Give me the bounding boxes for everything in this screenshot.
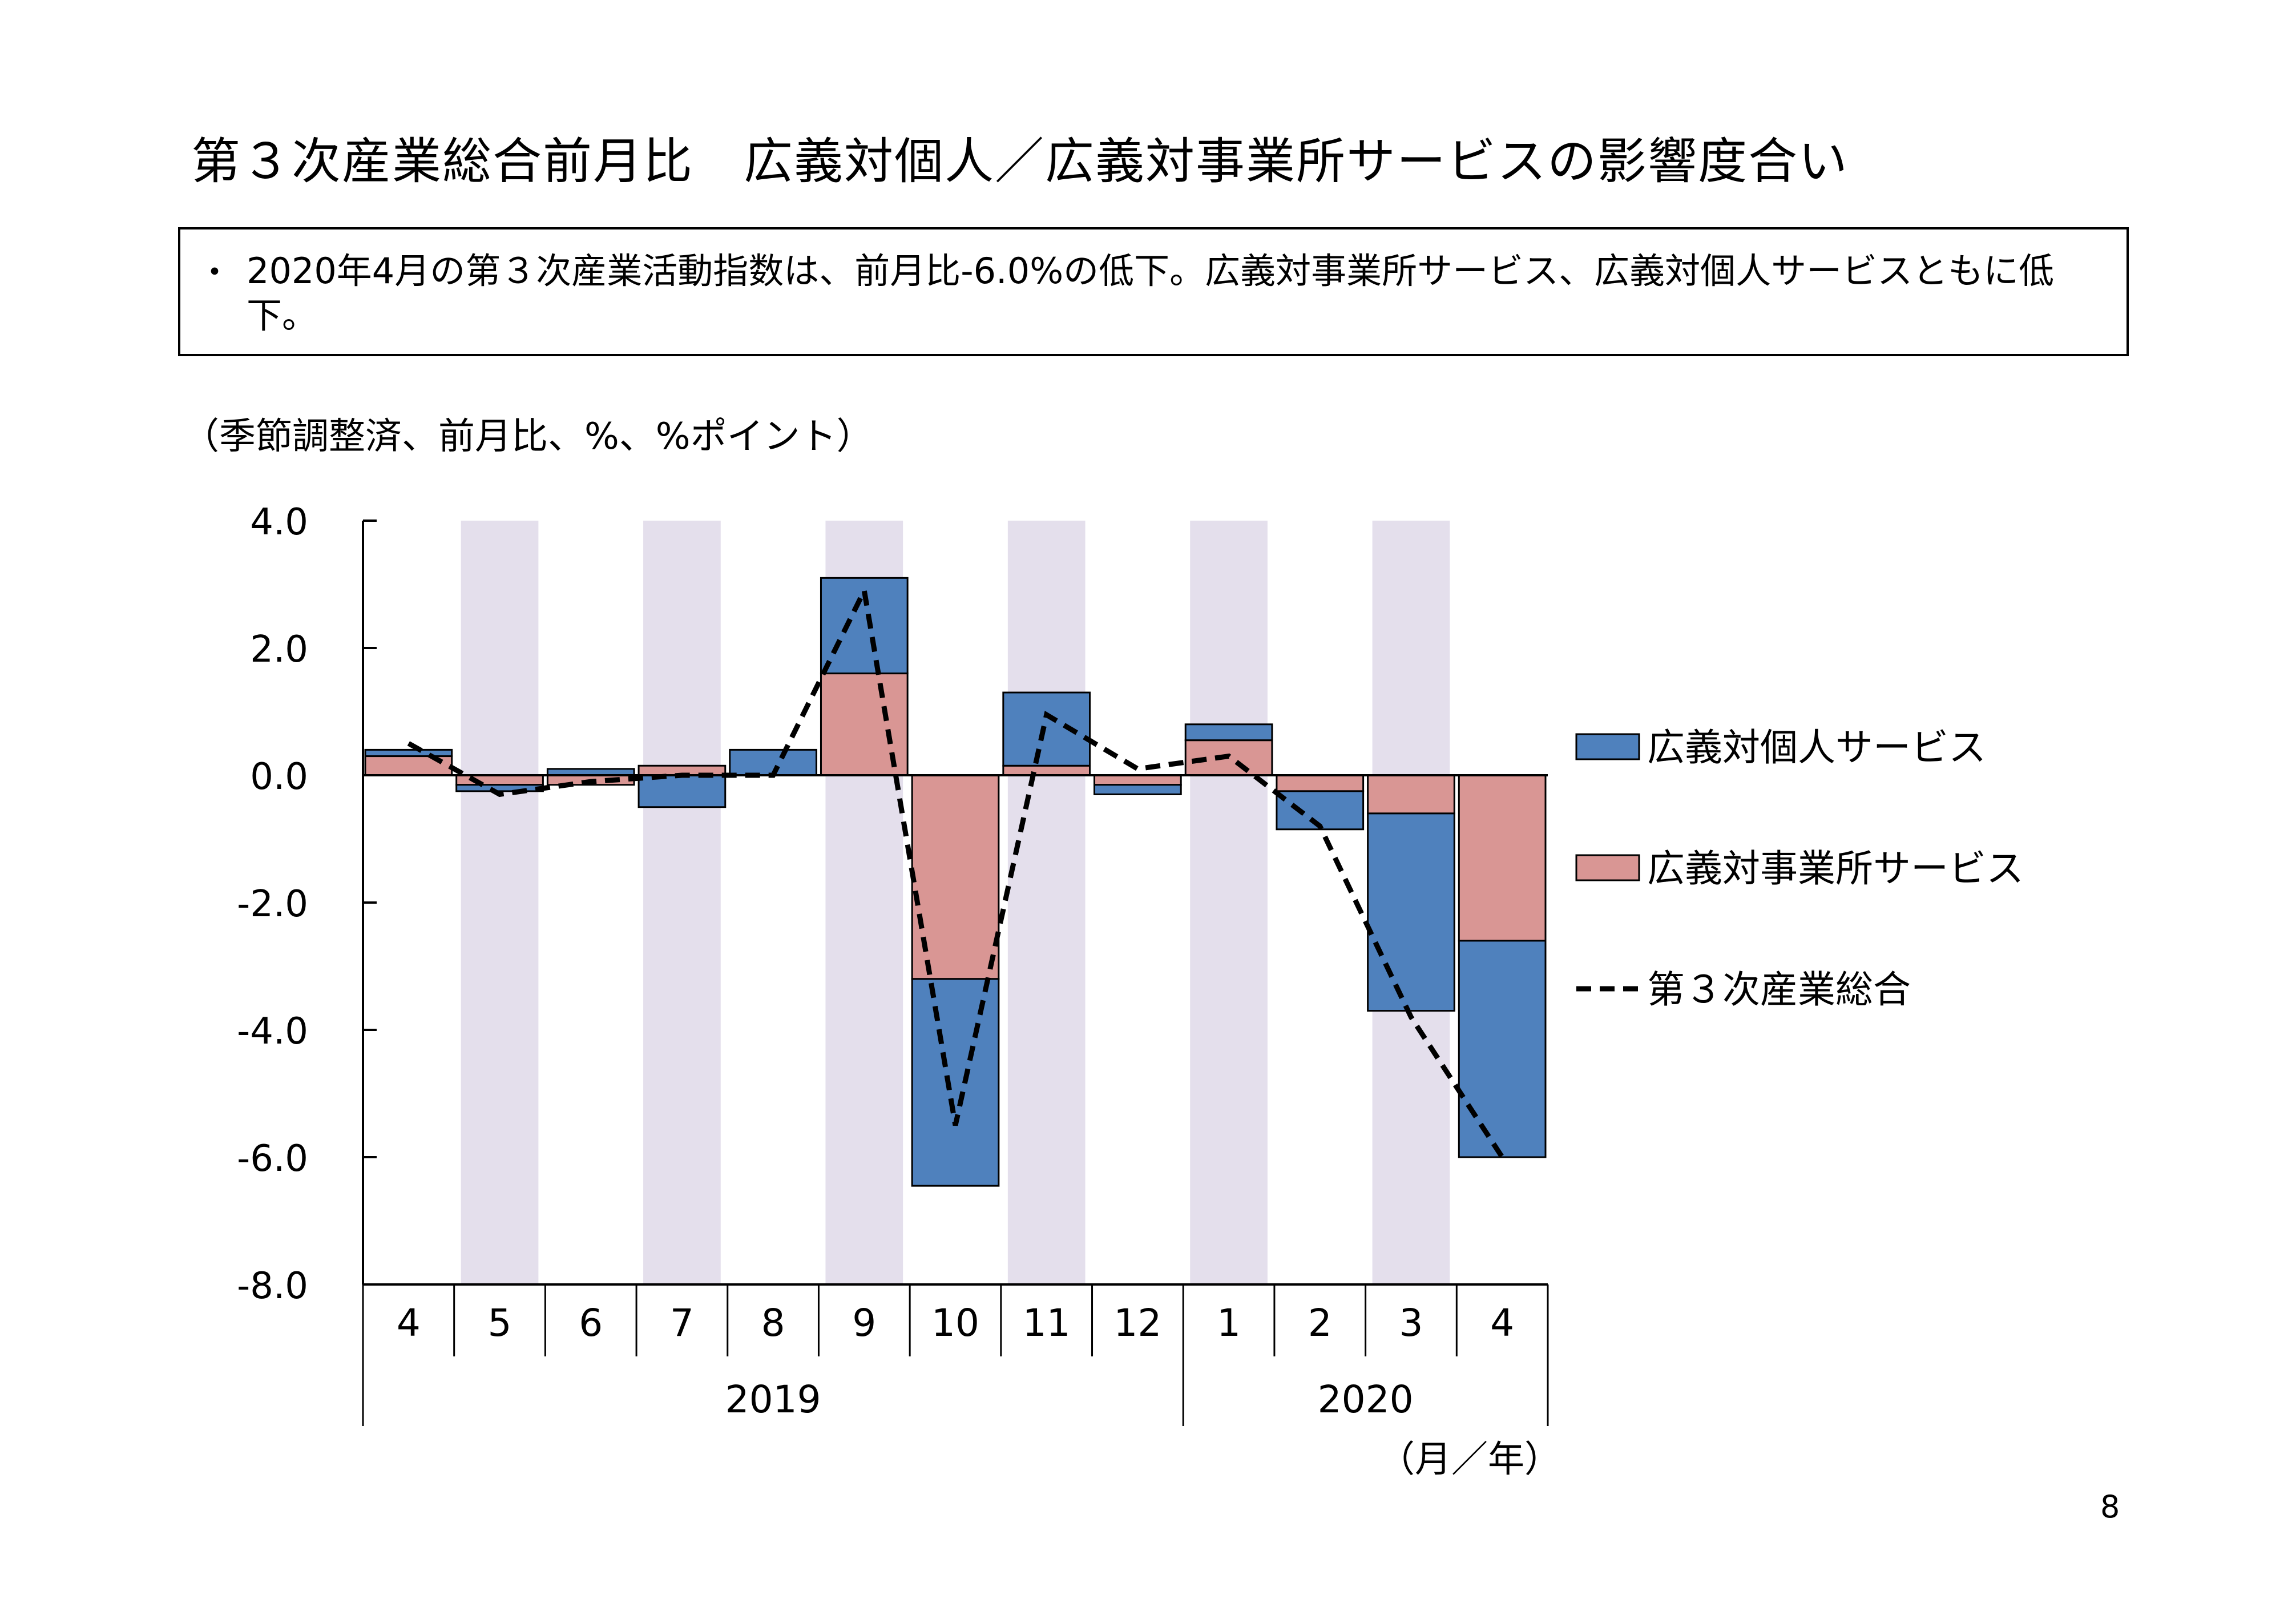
label-layer: 4.02.00.0-2.0-4.0-6.0-8.04 5 6 7 8 9 10 11 12 1 2 3… bbox=[237, 501, 1561, 1481]
axis-layer bbox=[362, 519, 1549, 1426]
x-tick-label: 3 bbox=[1399, 1301, 1423, 1345]
bar-personal bbox=[364, 748, 453, 758]
x-tick-label: 10 bbox=[931, 1301, 979, 1345]
bar-personal bbox=[1367, 812, 1455, 1012]
shaded-band bbox=[461, 521, 539, 1284]
bar-layer bbox=[364, 577, 1547, 1187]
x-tick-label: 9 bbox=[852, 1301, 876, 1345]
shaded-band bbox=[643, 521, 721, 1284]
summary-text: 2020年4月の第３次産業活動指数は、前月比-6.0%の低下。広義対事業所サービ… bbox=[247, 250, 2055, 336]
x-tick-label: 6 bbox=[579, 1301, 603, 1345]
legend-personal-label: 広義対個人サービス bbox=[1647, 726, 1986, 770]
bar-personal bbox=[1093, 784, 1182, 795]
bar-personal bbox=[637, 774, 727, 808]
x-axis-unit-label: （月／年） bbox=[1378, 1439, 1561, 1481]
bar-business bbox=[1093, 774, 1182, 786]
bar-business bbox=[1458, 774, 1547, 942]
legend-business-label: 広義対事業所サービス bbox=[1647, 847, 2024, 891]
bar-business bbox=[1276, 774, 1365, 792]
x-tick-label: 4 bbox=[1490, 1301, 1514, 1345]
bar-personal bbox=[1458, 940, 1547, 1158]
legend-total-label: 第３次産業総合 bbox=[1647, 968, 1911, 1012]
legend-business-swatch bbox=[1575, 854, 1640, 881]
shaded-band bbox=[1007, 521, 1086, 1284]
y-tick-label: -2.0 bbox=[237, 883, 308, 925]
page-title: 第３次産業総合前月比 広義対個人／広義対事業所サービスの影響度合い bbox=[191, 133, 1849, 190]
shaded-band bbox=[1190, 521, 1268, 1284]
bar-personal bbox=[455, 784, 544, 792]
x-tick-label: 1 bbox=[1217, 1301, 1241, 1345]
x-tick-label: 5 bbox=[488, 1301, 512, 1345]
bar-personal bbox=[911, 978, 1000, 1187]
y-tick-label: 2.0 bbox=[250, 629, 308, 671]
summary-box: ・ 2020年4月の第３次産業活動指数は、前月比-6.0%の低下。広義対事業所サ… bbox=[178, 227, 2129, 356]
legend-personal-swatch bbox=[1575, 733, 1640, 760]
x-tick-label: 4 bbox=[397, 1301, 421, 1345]
y-tick-label: -6.0 bbox=[237, 1138, 308, 1180]
x-tick-label: 11 bbox=[1023, 1301, 1071, 1345]
summary-bullet: ・ bbox=[197, 253, 232, 293]
x-tick-label: 8 bbox=[761, 1301, 785, 1345]
line-layer bbox=[407, 582, 1504, 1159]
x-tick-label: 7 bbox=[670, 1301, 694, 1345]
series-line-total bbox=[407, 582, 1504, 1159]
bar-personal bbox=[1184, 723, 1273, 742]
x-tick-label: 2 bbox=[1308, 1301, 1332, 1345]
year-label: 2020 bbox=[1318, 1378, 1414, 1421]
x-tick-label: 12 bbox=[1113, 1301, 1161, 1345]
y-tick-label: -8.0 bbox=[237, 1265, 308, 1307]
unit-label: （季節調整済、前月比、%、%ポイント） bbox=[183, 416, 873, 458]
bar-personal bbox=[1002, 691, 1091, 767]
bar-business bbox=[1367, 774, 1455, 815]
bar-business bbox=[1002, 764, 1091, 776]
year-label: 2019 bbox=[725, 1378, 821, 1421]
y-tick-label: 4.0 bbox=[250, 501, 308, 543]
y-tick-label: 0.0 bbox=[250, 756, 308, 798]
y-tick-label: -4.0 bbox=[237, 1010, 308, 1053]
page-number: 8 bbox=[2100, 1489, 2120, 1525]
